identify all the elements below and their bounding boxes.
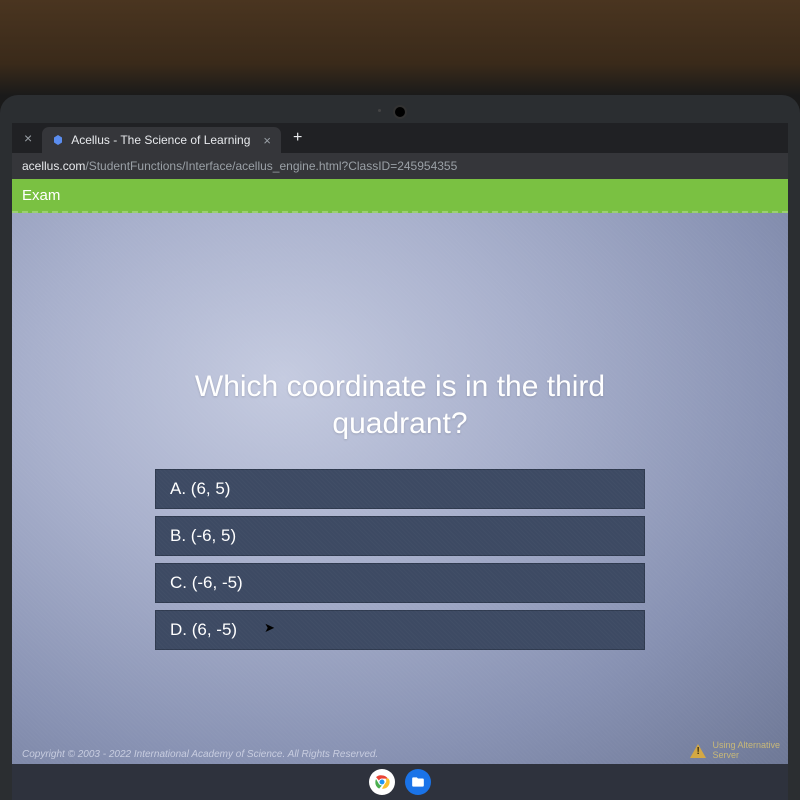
page-header: Exam bbox=[12, 179, 788, 213]
chrome-logo-icon bbox=[372, 772, 392, 792]
folder-icon bbox=[411, 775, 425, 789]
question-text: Which coordinate is in the third quadran… bbox=[195, 368, 605, 443]
close-icon[interactable]: × bbox=[18, 130, 38, 146]
warning-text: Using Alternative Server bbox=[712, 741, 780, 760]
url-path: /StudentFunctions/Interface/acellus_engi… bbox=[85, 159, 457, 173]
content-area: Which coordinate is in the third quadran… bbox=[12, 213, 788, 764]
taskbar bbox=[12, 764, 788, 800]
warning-badge: Using Alternative Server bbox=[690, 741, 780, 760]
options-list: A. (6, 5) B. (-6, 5) C. (-6, -5) D. (6, … bbox=[155, 469, 645, 650]
browser-tab[interactable]: Acellus - The Science of Learning × bbox=[42, 127, 281, 153]
screen: × Acellus - The Science of Learning × + … bbox=[12, 123, 788, 800]
laptop-frame: × Acellus - The Science of Learning × + … bbox=[0, 95, 800, 800]
browser-tab-bar: × Acellus - The Science of Learning × + bbox=[12, 123, 788, 153]
warning-icon bbox=[690, 744, 706, 758]
question-line-2: quadrant? bbox=[195, 405, 605, 443]
new-tab-button[interactable]: + bbox=[285, 129, 310, 147]
webcam bbox=[393, 105, 407, 119]
url-host: acellus.com bbox=[22, 159, 85, 173]
webcam-indicator bbox=[378, 109, 381, 112]
option-c[interactable]: C. (-6, -5) bbox=[155, 563, 645, 603]
site-favicon bbox=[52, 134, 64, 146]
close-tab-icon[interactable]: × bbox=[263, 133, 271, 148]
url-bar[interactable]: acellus.com/StudentFunctions/Interface/a… bbox=[12, 153, 788, 179]
tab-title: Acellus - The Science of Learning bbox=[71, 133, 250, 147]
question-line-1: Which coordinate is in the third bbox=[195, 368, 605, 406]
mouse-cursor-icon: ➤ bbox=[264, 620, 275, 636]
option-d[interactable]: D. (6, -5) bbox=[155, 610, 645, 650]
option-a[interactable]: A. (6, 5) bbox=[155, 469, 645, 509]
chrome-app-icon[interactable] bbox=[369, 769, 395, 795]
header-title: Exam bbox=[22, 187, 60, 204]
files-app-icon[interactable] bbox=[405, 769, 431, 795]
copyright-text: Copyright © 2003 - 2022 International Ac… bbox=[22, 749, 378, 760]
footer: Copyright © 2003 - 2022 International Ac… bbox=[12, 745, 788, 764]
option-b[interactable]: B. (-6, 5) bbox=[155, 516, 645, 556]
